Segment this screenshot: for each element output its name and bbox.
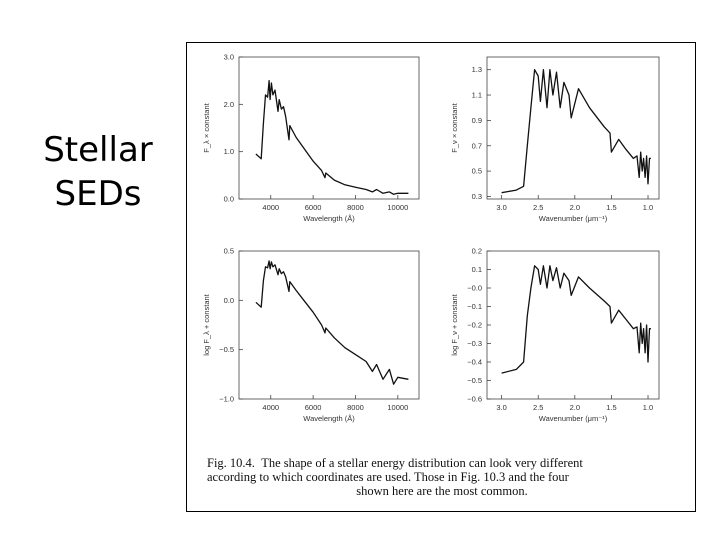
caption-line-3: shown here are the most common. <box>356 484 528 498</box>
panel-4-ytick-label: 0.1 <box>472 265 482 274</box>
panel-4-ytick-label: −0.0 <box>467 284 482 293</box>
figure-caption: Fig. 10.4. The shape of a stellar energy… <box>207 456 677 498</box>
panel-2-frame <box>486 56 660 200</box>
panel-3-yaxis-label: log F_λ + constant <box>202 293 211 355</box>
panel-2-series-line <box>501 69 651 194</box>
panel-2-xtick-label: 3.0 <box>496 203 506 212</box>
panel-4-xaxis-label: Wavenumber (μm⁻¹) <box>539 414 608 423</box>
panel-1-frame <box>238 56 420 200</box>
panel-1-xtick-label: 10000 <box>387 203 408 212</box>
panel-1-xaxis-label: Wavelength (Å) <box>303 214 355 223</box>
panel-3-xtick-label: 4000 <box>262 403 279 412</box>
panel-2-ytick-label: 0.3 <box>472 192 482 201</box>
panel-4-yaxis-label: log F_ν + constant <box>450 293 459 355</box>
panel-3-series-line <box>255 260 409 385</box>
panel-2-xtick-label: 2.5 <box>533 203 543 212</box>
panel-4-xtick-label: 2.5 <box>533 403 543 412</box>
panel-1-ytick-label: 3.0 <box>224 53 234 62</box>
panel-3-ytick-label: −0.5 <box>219 345 234 354</box>
slide-title: Stellar SEDs <box>18 128 178 216</box>
panel-4-ytick-label: 0.2 <box>472 247 482 256</box>
panel-2-xtick-label: 1.5 <box>606 203 616 212</box>
caption-line-2: according to which coordinates are used.… <box>207 470 569 484</box>
slide-title-line2: SEDs <box>54 174 142 214</box>
panel-4-ytick-label: −0.5 <box>467 376 482 385</box>
panel-2-xtick-label: 2.0 <box>570 203 580 212</box>
panel-3-frame <box>238 250 420 400</box>
panel-3-ytick-label: 0.5 <box>224 247 234 256</box>
caption-label: Fig. 10.4. <box>207 456 255 470</box>
panel-1-ytick-label: 0.0 <box>224 195 234 204</box>
panel-2-ytick-label: 1.3 <box>472 65 482 74</box>
panel-2-ytick-label: 0.5 <box>472 167 482 176</box>
panel-1-xtick-label: 8000 <box>347 203 364 212</box>
panel-3-xtick-label: 6000 <box>305 403 322 412</box>
panel-3-xaxis-label: Wavelength (Å) <box>303 414 355 423</box>
panel-4-series-line <box>501 265 651 374</box>
panel-1-ytick-label: 2.0 <box>224 100 234 109</box>
panel-2-ytick-label: 1.1 <box>472 91 482 100</box>
panel-3-ytick-label: −1.0 <box>219 395 234 404</box>
panel-1-ytick-label: 1.0 <box>224 147 234 156</box>
caption-line-1: The shape of a stellar energy distributi… <box>261 456 583 470</box>
panel-3-xtick-label: 10000 <box>387 403 408 412</box>
panel-4-xtick-label: 1.0 <box>643 403 653 412</box>
panel-4-ytick-label: −0.4 <box>467 358 482 367</box>
panel-4-ytick-label: −0.2 <box>467 321 482 330</box>
panel-2-xaxis-label: Wavenumber (μm⁻¹) <box>539 214 608 223</box>
panel-3-xtick-label: 8000 <box>347 403 364 412</box>
panel-1-xtick-label: 6000 <box>305 203 322 212</box>
panel-4-frame <box>486 250 660 400</box>
panel-4-ytick-label: −0.6 <box>467 395 482 404</box>
panel-3-ytick-label: 0.0 <box>224 296 234 305</box>
slide-title-line1: Stellar <box>43 130 153 170</box>
panel-4-ytick-label: −0.1 <box>467 302 482 311</box>
panel-4-xtick-label: 1.5 <box>606 403 616 412</box>
panel-4-xtick-label: 2.0 <box>570 403 580 412</box>
figure-panel: 4000 6000 8000 10000 0.0 1.0 2.0 3.0 Wavelength … <box>186 42 696 512</box>
panel-2-ytick-label: 0.7 <box>472 141 482 150</box>
panel-1-series-line <box>255 80 409 195</box>
panel-2-xtick-label: 1.0 <box>643 203 653 212</box>
sed-plots: 4000 6000 8000 10000 0.0 1.0 2.0 3.0 Wavelength … <box>202 53 660 423</box>
panel-4-ytick-label: −0.3 <box>467 339 482 348</box>
panel-1-yaxis-label: F_λ × constant <box>202 102 211 152</box>
panel-2-ytick-label: 0.9 <box>472 116 482 125</box>
panel-1-xtick-label: 4000 <box>262 203 279 212</box>
panel-4-xtick-label: 3.0 <box>496 403 506 412</box>
panel-2-yaxis-label: F_ν × constant <box>450 102 459 152</box>
